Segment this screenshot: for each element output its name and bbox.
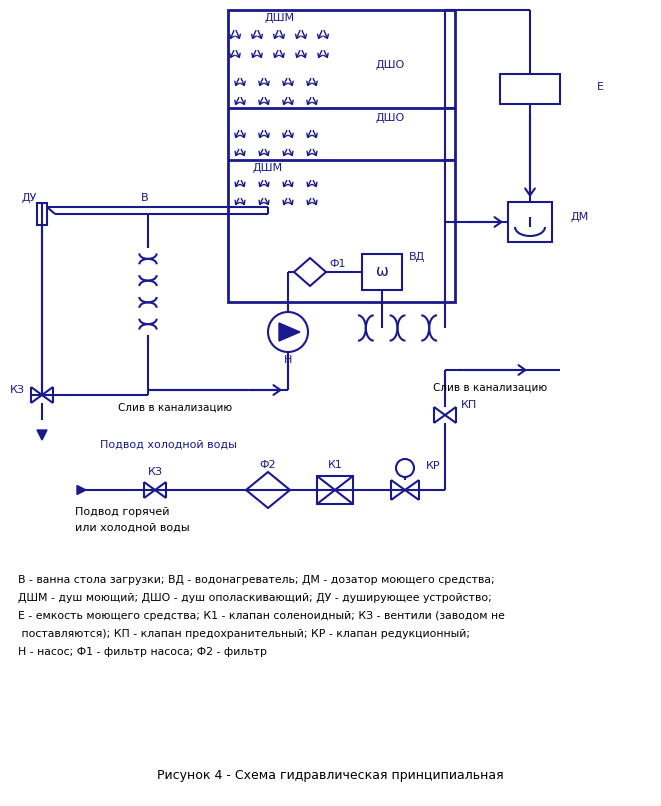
- Polygon shape: [246, 472, 290, 508]
- Polygon shape: [294, 258, 326, 286]
- Text: Рисунок 4 - Схема гидравлическая принципиальная: Рисунок 4 - Схема гидравлическая принцип…: [157, 768, 503, 782]
- Text: В - ванна стола загрузки; ВД - водонагреватель; ДМ - дозатор моющего средства;: В - ванна стола загрузки; ВД - водонагре…: [18, 575, 494, 585]
- Circle shape: [268, 312, 308, 352]
- Text: Подвод холодной воды: Подвод холодной воды: [100, 440, 237, 450]
- Polygon shape: [37, 430, 47, 440]
- Bar: [317, 476, 353, 504]
- Text: ДШМ: ДШМ: [253, 163, 283, 173]
- Text: ДУ: ДУ: [22, 193, 37, 203]
- Polygon shape: [77, 485, 86, 495]
- Text: ДМ: ДМ: [571, 212, 589, 222]
- Text: В: В: [141, 193, 149, 203]
- Text: Подвод горячей: Подвод горячей: [75, 507, 169, 517]
- Text: ВД: ВД: [409, 252, 425, 262]
- Text: Ф2: Ф2: [260, 460, 276, 470]
- Bar: [508, 202, 552, 242]
- Text: Слив в канализацию: Слив в канализацию: [433, 383, 547, 393]
- Circle shape: [396, 459, 414, 477]
- Text: Н: Н: [284, 355, 292, 365]
- Bar: [500, 74, 560, 104]
- Text: Е - емкость моющего средства; К1 - клапан соленоидный; КЗ - вентили (заводом не: Е - емкость моющего средства; К1 - клапа…: [18, 611, 505, 621]
- Text: КР: КР: [426, 461, 440, 471]
- Bar: [362, 254, 402, 290]
- Text: ДШМ - душ моющий; ДШО - душ ополаскивающий; ДУ - душирующее устройство;: ДШМ - душ моющий; ДШО - душ ополаскивающ…: [18, 593, 492, 603]
- Text: КЗ: КЗ: [147, 467, 163, 477]
- Text: Ф1: Ф1: [330, 259, 346, 269]
- Text: ω: ω: [375, 264, 389, 280]
- Text: ДШО: ДШО: [375, 113, 405, 123]
- Text: КЗ: КЗ: [10, 385, 25, 395]
- Text: ДШМ: ДШМ: [265, 13, 295, 23]
- Text: К1: К1: [328, 460, 342, 470]
- Text: Н - насос; Ф1 - фильтр насоса; Ф2 - фильтр: Н - насос; Ф1 - фильтр насоса; Ф2 - филь…: [18, 647, 267, 657]
- Text: поставляются); КП - клапан предохранительный; КР - клапан редукционный;: поставляются); КП - клапан предохранител…: [18, 629, 470, 639]
- Text: или холодной воды: или холодной воды: [75, 523, 190, 533]
- Polygon shape: [279, 323, 300, 341]
- Text: ДШО: ДШО: [375, 60, 405, 70]
- Text: Слив в канализацию: Слив в канализацию: [118, 403, 232, 413]
- Text: Е: Е: [596, 82, 603, 92]
- Text: КП: КП: [461, 400, 477, 410]
- Bar: [228, 10, 455, 302]
- Bar: [37, 203, 47, 225]
